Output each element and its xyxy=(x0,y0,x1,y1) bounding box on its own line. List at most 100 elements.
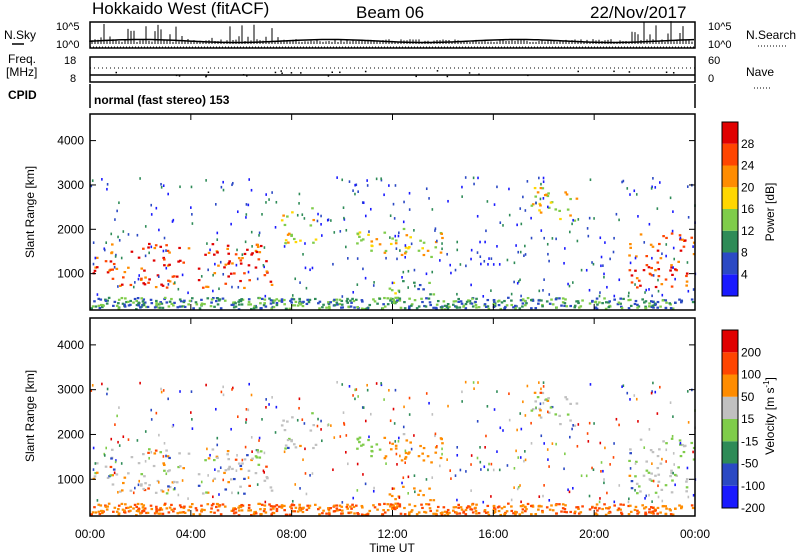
velocity-cell xyxy=(340,509,344,512)
power-cell xyxy=(488,257,490,260)
velocity-cell xyxy=(228,465,231,468)
velocity-cell xyxy=(576,444,579,448)
freq-dot xyxy=(280,70,282,72)
power-cell xyxy=(510,303,514,307)
velocity-cell xyxy=(94,472,97,475)
power-cell xyxy=(126,300,130,303)
power-cell xyxy=(472,176,475,180)
power-cell xyxy=(569,197,572,201)
power-cell xyxy=(354,183,356,187)
freq-dot xyxy=(665,71,668,74)
power-cell xyxy=(165,301,169,304)
power-cell xyxy=(403,301,406,304)
velocity-cell xyxy=(506,464,509,467)
velocity-cell xyxy=(417,493,420,496)
power-cell xyxy=(94,305,98,308)
velocity-cell xyxy=(234,508,237,511)
power-cell xyxy=(320,214,322,218)
power-cell xyxy=(657,278,659,282)
velocity-cell xyxy=(403,405,405,409)
velocity-cell xyxy=(399,512,403,515)
velocity-cell xyxy=(236,453,238,457)
power-cell xyxy=(272,301,275,304)
power-cell xyxy=(422,288,425,291)
power-cell xyxy=(389,297,393,300)
power-cell xyxy=(395,300,398,304)
velocity-cell xyxy=(579,511,583,514)
x-tick-label: 08:00 xyxy=(277,527,307,541)
velocity-cell xyxy=(476,419,479,423)
power-cell xyxy=(389,214,392,218)
velocity-cell xyxy=(479,446,481,449)
power-cell xyxy=(506,258,509,262)
power-cell xyxy=(351,297,354,300)
power-cell xyxy=(685,274,688,278)
power-cell xyxy=(95,266,99,269)
power-cell xyxy=(356,257,359,260)
velocity-cell xyxy=(408,451,411,454)
velocity-cell xyxy=(255,456,259,459)
power-cell xyxy=(636,306,639,309)
power-cell xyxy=(91,305,95,308)
power-cell xyxy=(142,298,146,301)
power-cell xyxy=(651,245,655,248)
velocity-cell xyxy=(150,408,153,412)
power-cell xyxy=(136,233,139,237)
velocity-cell xyxy=(299,509,302,512)
power-cell xyxy=(407,247,410,250)
velocity-cell xyxy=(251,450,253,453)
power-cell xyxy=(459,263,462,266)
power-cell xyxy=(613,294,616,298)
power-cell xyxy=(398,299,402,302)
power-cell xyxy=(519,299,523,302)
velocity-cell xyxy=(627,504,631,508)
power-cell xyxy=(388,287,392,290)
velocity-cell xyxy=(670,437,674,440)
power-cell xyxy=(294,277,297,281)
velocity-cell xyxy=(93,506,96,509)
velocity-cell xyxy=(339,435,342,438)
velocity-cell xyxy=(250,514,253,517)
velocity-cell xyxy=(627,500,630,504)
power-cell xyxy=(364,214,367,218)
power-cell xyxy=(137,301,141,304)
power-cell xyxy=(301,213,304,216)
colorbar-swatch xyxy=(722,252,738,275)
velocity-cell xyxy=(656,466,660,470)
velocity-cell xyxy=(361,406,364,409)
velocity-cell xyxy=(428,507,432,510)
velocity-cell xyxy=(397,439,400,443)
velocity-cell xyxy=(178,511,182,514)
velocity-cell xyxy=(432,499,436,502)
velocity-cell xyxy=(396,463,398,466)
velocity-cell xyxy=(498,468,501,472)
velocity-cell xyxy=(111,483,115,486)
velocity-cell xyxy=(530,504,533,508)
velocity-cell xyxy=(490,462,493,466)
velocity-cell xyxy=(360,513,364,516)
velocity-cell xyxy=(645,469,649,472)
power-cell xyxy=(645,264,649,267)
velocity-cell xyxy=(270,513,274,516)
power-cell xyxy=(573,306,577,309)
power-cell xyxy=(679,249,683,252)
power-cell xyxy=(256,243,260,247)
power-cell xyxy=(393,217,396,220)
power-cell xyxy=(299,303,302,306)
velocity-cell xyxy=(395,506,398,509)
power-cell xyxy=(480,262,482,266)
velocity-cell xyxy=(257,463,261,466)
freq-dot xyxy=(175,74,178,77)
power-cell xyxy=(536,191,540,194)
power-cell xyxy=(571,222,573,226)
colorbar-swatch xyxy=(722,274,738,296)
velocity-cell xyxy=(436,445,438,448)
velocity-cell xyxy=(110,448,114,451)
velocity-cell xyxy=(113,471,116,475)
velocity-cell xyxy=(203,508,206,512)
velocity-cell xyxy=(245,418,248,421)
velocity-cell xyxy=(278,505,281,508)
power-cell xyxy=(370,244,374,248)
power-cell xyxy=(547,252,549,256)
velocity-cell xyxy=(447,404,449,408)
